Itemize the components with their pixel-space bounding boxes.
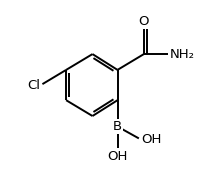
Text: OH: OH xyxy=(107,150,128,163)
Text: OH: OH xyxy=(141,133,162,146)
Text: B: B xyxy=(113,120,122,133)
Text: O: O xyxy=(139,15,149,28)
Text: NH₂: NH₂ xyxy=(170,48,195,61)
Text: Cl: Cl xyxy=(27,79,40,92)
